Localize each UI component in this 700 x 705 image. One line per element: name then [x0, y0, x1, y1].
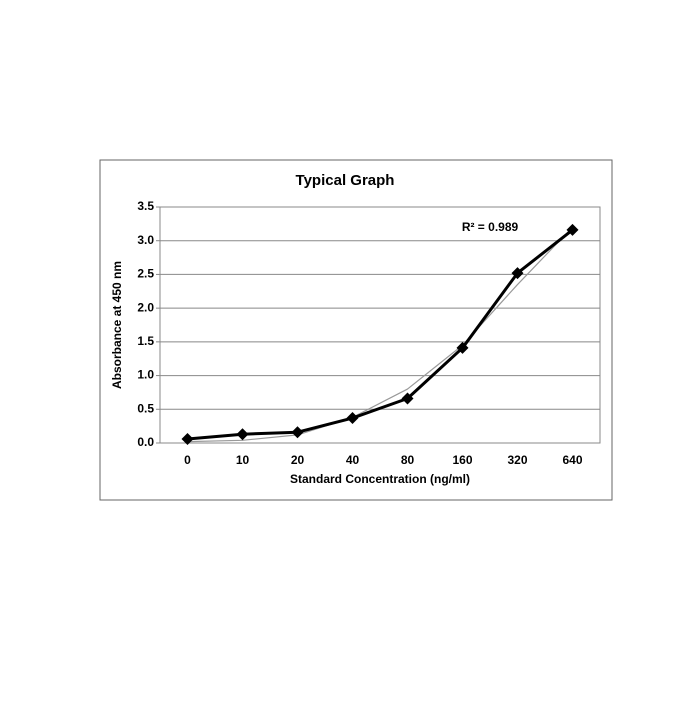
- marker: [511, 267, 524, 280]
- x-tick-label: 0: [184, 453, 191, 467]
- y-tick-label: 1.5: [137, 334, 154, 348]
- x-tick-label: 320: [507, 453, 527, 467]
- chart-title: Typical Graph: [296, 172, 395, 189]
- marker: [566, 223, 579, 236]
- marker: [236, 428, 249, 441]
- x-axis-label: Standard Concentration (ng/ml): [290, 472, 470, 486]
- data-line: [187, 228, 574, 441]
- x-tick-label: 160: [452, 453, 472, 467]
- x-tick-label: 20: [291, 453, 305, 467]
- y-tick-label: 1.0: [137, 368, 154, 382]
- y-tick-label: 2.0: [137, 300, 154, 314]
- trend-line: [187, 226, 573, 443]
- x-tick-label: 80: [401, 453, 415, 467]
- y-tick-label: 0.5: [137, 401, 154, 415]
- x-tick-label: 640: [562, 453, 582, 467]
- x-tick-label: 10: [236, 453, 250, 467]
- y-tick-label: 3.5: [137, 199, 154, 213]
- marker: [401, 392, 414, 405]
- marker: [181, 432, 194, 445]
- marker: [291, 426, 304, 439]
- y-tick-label: 3.0: [137, 233, 154, 247]
- y-axis-label: Absorbance at 450 nm: [110, 261, 124, 389]
- marker: [456, 341, 469, 354]
- annotation: R² = 0.989: [462, 220, 519, 234]
- chart-frame: [99, 159, 613, 501]
- y-tick-label: 2.5: [137, 267, 154, 281]
- x-tick-label: 40: [346, 453, 360, 467]
- marker: [346, 412, 359, 425]
- y-tick-label: 0.0: [137, 435, 154, 449]
